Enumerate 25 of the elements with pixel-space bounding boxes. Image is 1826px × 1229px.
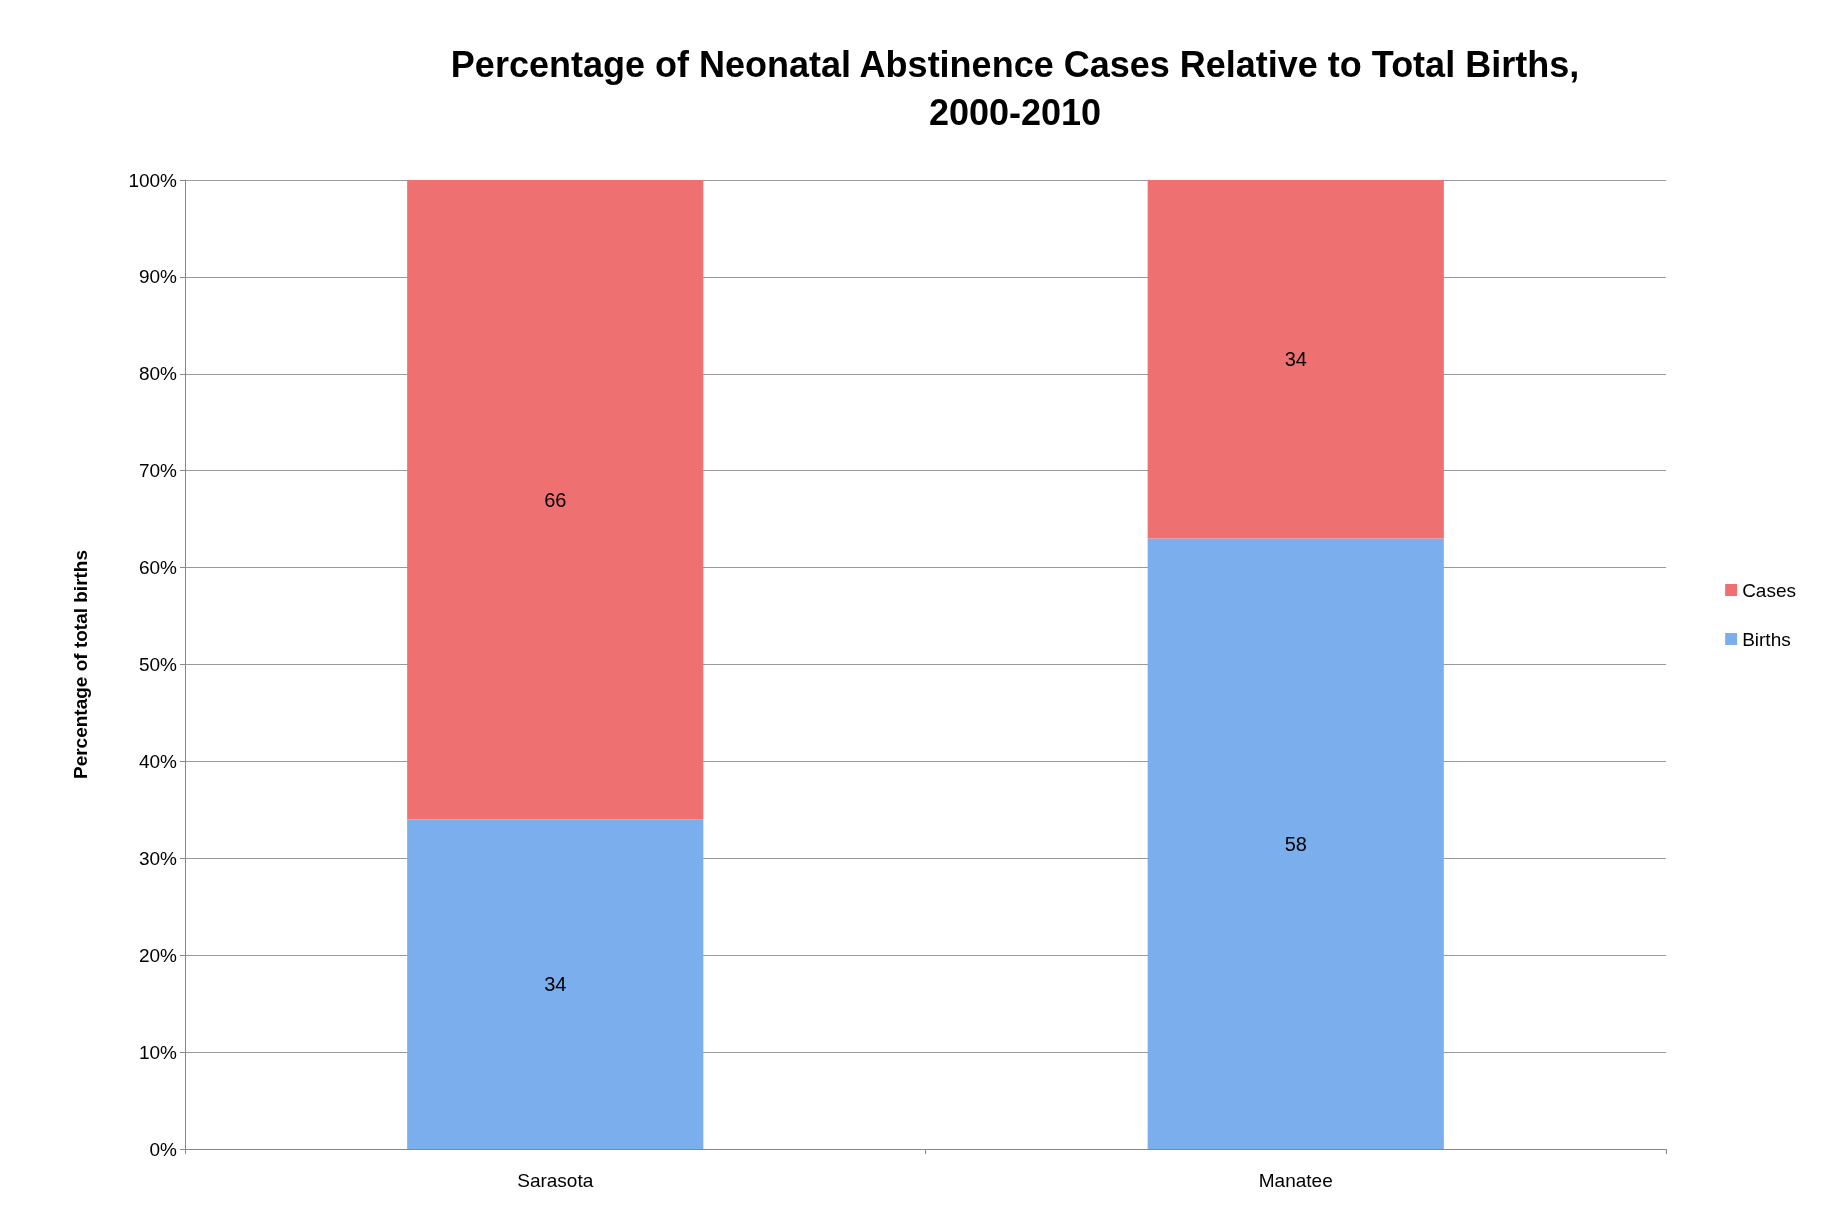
x-tick-label: Sarasota <box>517 1170 594 1191</box>
chart-title: Percentage of Neonatal Abstinence Cases Relative to Total Births, 2000-2010 <box>450 43 1580 133</box>
bar <box>1147 538 1444 1149</box>
x-tick-label: Manatee <box>1258 1170 1333 1191</box>
legend-label: Cases <box>1742 579 1796 601</box>
annotation: 34 <box>1284 348 1307 371</box>
y-tick-label: 0% <box>149 1138 178 1160</box>
y-tick-label: 20% <box>138 944 178 966</box>
y-tick-label: 90% <box>138 266 178 288</box>
y-tick-label: 70% <box>138 460 178 482</box>
y-axis-title: Percentage of total births <box>70 549 91 780</box>
annotation: 58 <box>1284 832 1307 855</box>
bar <box>407 819 704 1149</box>
y-tick-label: 50% <box>138 654 178 675</box>
legend-label: Births <box>1742 628 1791 650</box>
y-tick-label: 100% <box>128 169 178 191</box>
annotation: 66 <box>544 488 567 511</box>
bar <box>1147 180 1444 539</box>
y-tick-label: 80% <box>138 363 178 385</box>
bar <box>407 180 704 820</box>
y-tick-label: 40% <box>138 750 178 772</box>
y-tick-label: 30% <box>138 847 178 869</box>
y-tick-label: 60% <box>138 557 178 579</box>
y-tick-label: 10% <box>138 1041 178 1063</box>
annotation: 34 <box>544 973 567 996</box>
